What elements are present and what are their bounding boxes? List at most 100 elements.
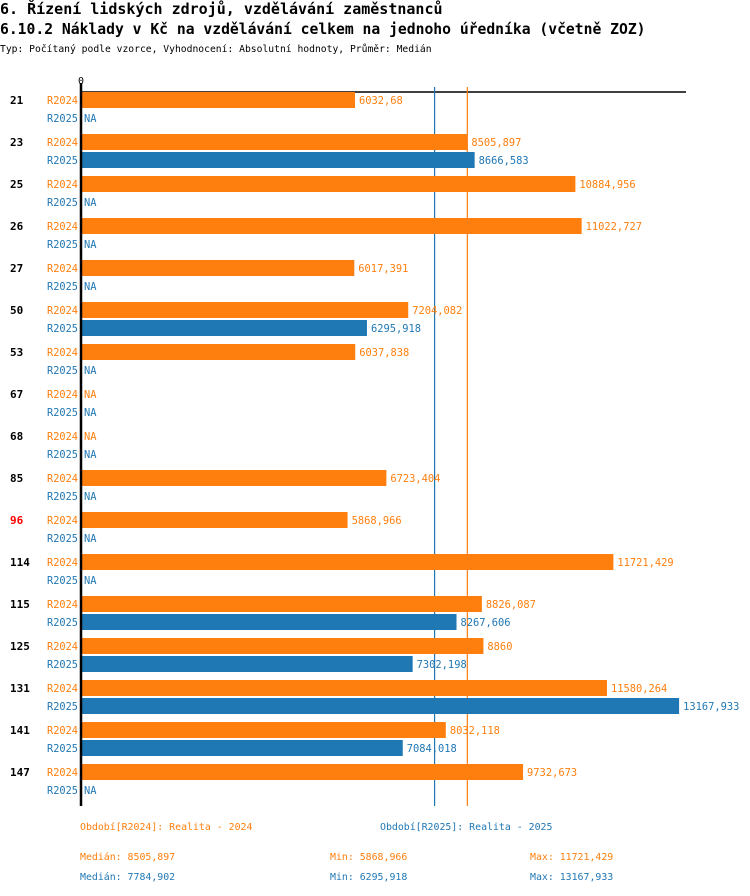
value-label: 6723,404 [390, 473, 440, 485]
series-label-r2025: R2025 [47, 407, 78, 419]
na-label: NA [84, 785, 97, 797]
value-label: 11022,727 [586, 221, 642, 233]
series-label-r2024: R2024 [47, 347, 78, 359]
value-label: 7084,018 [407, 743, 457, 755]
value-label: 5868,966 [352, 515, 402, 527]
series-label-r2025: R2025 [47, 575, 78, 587]
na-label: NA [84, 449, 97, 461]
series-label-r2025: R2025 [47, 785, 78, 797]
na-label: NA [84, 365, 97, 377]
value-label: 8032,118 [450, 725, 500, 737]
na-label: NA [84, 431, 97, 443]
value-label: 13167,933 [683, 701, 739, 713]
value-label: 11721,429 [617, 557, 673, 569]
bar-r2024 [81, 218, 582, 234]
series-label-r2024: R2024 [47, 137, 78, 149]
stat-min-r2025: Min: 6295,918 [330, 872, 408, 883]
series-label-r2025: R2025 [47, 113, 78, 125]
category-label: 67 [10, 388, 23, 401]
stat-min-r2024: Min: 5868,966 [330, 852, 408, 863]
na-label: NA [84, 575, 97, 587]
na-label: NA [84, 491, 97, 503]
bar-r2024 [81, 722, 446, 738]
series-label-r2025: R2025 [47, 491, 78, 503]
series-label-r2024: R2024 [47, 263, 78, 275]
category-label: 50 [10, 304, 23, 317]
series-label-r2024: R2024 [47, 389, 78, 401]
chart-title: 6.10.2 Náklady v Kč na vzdělávání celkem… [0, 21, 646, 38]
value-label: 8826,087 [486, 599, 536, 611]
series-label-r2024: R2024 [47, 599, 78, 611]
category-label: 85 [10, 472, 23, 485]
section-title: 6. Řízení lidských zdrojů, vzdělávání za… [0, 0, 443, 18]
bar-r2024 [81, 92, 356, 108]
value-label: 6032,68 [359, 95, 403, 107]
category-label: 68 [10, 430, 23, 443]
series-label-r2025: R2025 [47, 239, 78, 251]
bar-r2024 [81, 302, 409, 318]
bar-r2024 [81, 470, 387, 486]
value-label: 6037,838 [359, 347, 409, 359]
series-label-r2024: R2024 [47, 725, 78, 737]
series-label-r2025: R2025 [47, 659, 78, 671]
series-label-r2024: R2024 [47, 683, 78, 695]
value-label: 8666,583 [479, 155, 529, 167]
value-label: 8505,897 [471, 137, 521, 149]
na-label: NA [84, 113, 97, 125]
na-label: NA [84, 389, 97, 401]
category-label: 125 [10, 640, 30, 653]
na-label: NA [84, 239, 97, 251]
category-label: 141 [10, 724, 30, 737]
stat-median-r2025: Medián: 7784,902 [80, 872, 176, 883]
series-label-r2025: R2025 [47, 617, 78, 629]
bar-r2025 [81, 698, 680, 714]
category-label: 114 [10, 556, 30, 569]
bar-r2024 [81, 344, 356, 360]
na-label: NA [84, 197, 97, 209]
series-label-r2024: R2024 [47, 179, 78, 191]
bar-r2024 [81, 764, 524, 780]
x-tick-label: 0 [78, 76, 84, 87]
bar-r2025 [81, 320, 367, 336]
bar-r2024 [81, 134, 468, 150]
value-label: 8267,606 [461, 617, 511, 629]
bar-r2025 [81, 152, 475, 168]
series-label-r2025: R2025 [47, 281, 78, 293]
series-label-r2024: R2024 [47, 641, 78, 653]
value-label: 10884,956 [579, 179, 635, 191]
category-label: 23 [10, 136, 23, 149]
value-label: 9732,673 [527, 767, 577, 779]
bar-r2024 [81, 554, 614, 570]
stat-median-r2024: Medián: 8505,897 [80, 852, 176, 863]
series-label-r2025: R2025 [47, 533, 78, 545]
series-label-r2025: R2025 [47, 701, 78, 713]
legend-period-r2025: Období[R2025]: Realita - 2025 [380, 822, 553, 833]
bar-r2024 [81, 680, 607, 696]
series-label-r2024: R2024 [47, 515, 78, 527]
category-label: 25 [10, 178, 23, 191]
category-label: 115 [10, 598, 30, 611]
series-label-r2024: R2024 [47, 431, 78, 443]
category-label: 26 [10, 220, 24, 233]
series-label-r2025: R2025 [47, 743, 78, 755]
bar-r2024 [81, 596, 482, 612]
category-label: 21 [10, 94, 24, 107]
series-label-r2024: R2024 [47, 557, 78, 569]
na-label: NA [84, 281, 97, 293]
chart-subtitle: Typ: Počítaný podle vzorce, Vyhodnocení:… [0, 44, 432, 55]
series-label-r2025: R2025 [47, 323, 78, 335]
bar-r2025 [81, 614, 457, 630]
value-label: 8860 [487, 641, 512, 653]
value-label: 11580,264 [611, 683, 667, 695]
bar-r2025 [81, 656, 413, 672]
category-label: 27 [10, 262, 23, 275]
series-label-r2024: R2024 [47, 767, 78, 779]
series-label-r2025: R2025 [47, 197, 78, 209]
bar-r2024 [81, 512, 348, 528]
category-label: 131 [10, 682, 30, 695]
bar-r2024 [81, 638, 484, 654]
series-label-r2024: R2024 [47, 221, 78, 233]
category-label: 147 [10, 766, 30, 779]
value-label: 6295,918 [371, 323, 421, 335]
